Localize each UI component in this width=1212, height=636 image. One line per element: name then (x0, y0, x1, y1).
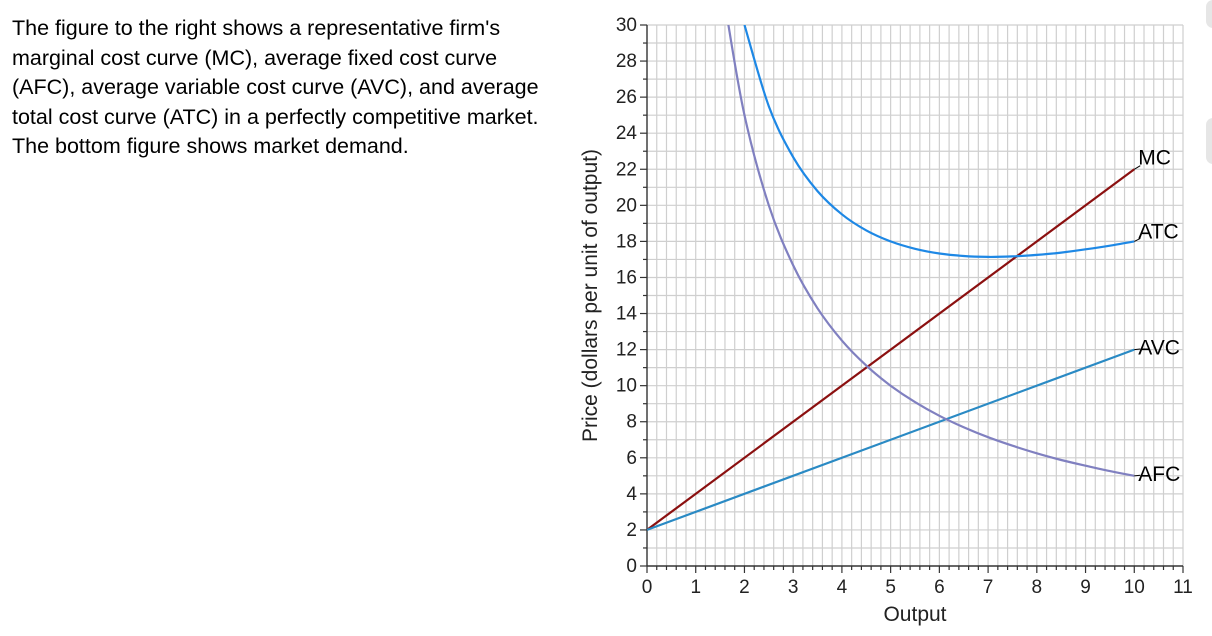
x-tick-label: 7 (983, 577, 994, 598)
scroll-edge-handle[interactable] (1206, 118, 1212, 164)
label-leader-avc (1134, 348, 1141, 351)
x-tick-label: 4 (837, 577, 848, 598)
y-tick-label: 22 (616, 159, 637, 180)
curve-afc (727, 25, 1135, 477)
x-tick-label: 8 (1032, 577, 1043, 598)
curve-label-afc: AFC (1138, 463, 1180, 486)
grid (647, 24, 1184, 566)
y-tick-label: 20 (616, 195, 637, 216)
curve-label-avc: AVC (1138, 337, 1180, 360)
y-tick-label: 0 (626, 556, 637, 577)
scroll-edge-top (1206, 0, 1212, 28)
x-tick-label: 1 (690, 577, 701, 598)
label-leader-afc (1134, 474, 1141, 477)
x-tick-label: 11 (1173, 577, 1193, 598)
label-leader-mc (1134, 165, 1141, 170)
y-tick-label: 16 (616, 267, 637, 288)
y-axis-title: Price (dollars per unit of output) (579, 149, 602, 442)
question-text: The figure to the right shows a represen… (12, 16, 539, 158)
y-tick-label: 14 (616, 304, 638, 325)
y-tick-label: 28 (616, 51, 637, 72)
curve-labels: MC ATC AVC AFC (1134, 146, 1180, 486)
curve-atc (743, 25, 1135, 259)
x-tick-label: 2 (739, 577, 750, 598)
y-tick-label: 24 (616, 123, 638, 144)
x-tick-label: 10 (1124, 577, 1145, 598)
y-tick-label: 30 (616, 15, 637, 36)
x-tick-label: 9 (1080, 577, 1091, 598)
y-tick-label: 2 (626, 520, 637, 541)
curve-mc (647, 168, 1135, 531)
label-leader-atc (1134, 237, 1141, 242)
x-tick-label: 3 (788, 577, 799, 598)
y-tick-label: 18 (616, 231, 637, 252)
y-tick-label: 6 (626, 448, 637, 469)
y-tick-label: 12 (616, 340, 637, 361)
y-tick-label: 4 (626, 484, 637, 505)
y-tick-label: 10 (616, 376, 637, 397)
y-tick-label: 8 (626, 412, 637, 433)
x-tick-label: 0 (642, 577, 653, 598)
curves (647, 25, 1135, 531)
curve-label-mc: MC (1138, 146, 1171, 169)
x-axis-title: Output (883, 603, 946, 626)
curve-label-atc: ATC (1138, 220, 1178, 243)
curve-avc (647, 348, 1135, 531)
x-tick-label: 6 (934, 577, 945, 598)
x-tick-label: 5 (885, 577, 896, 598)
y-tick-label: 26 (616, 87, 637, 108)
